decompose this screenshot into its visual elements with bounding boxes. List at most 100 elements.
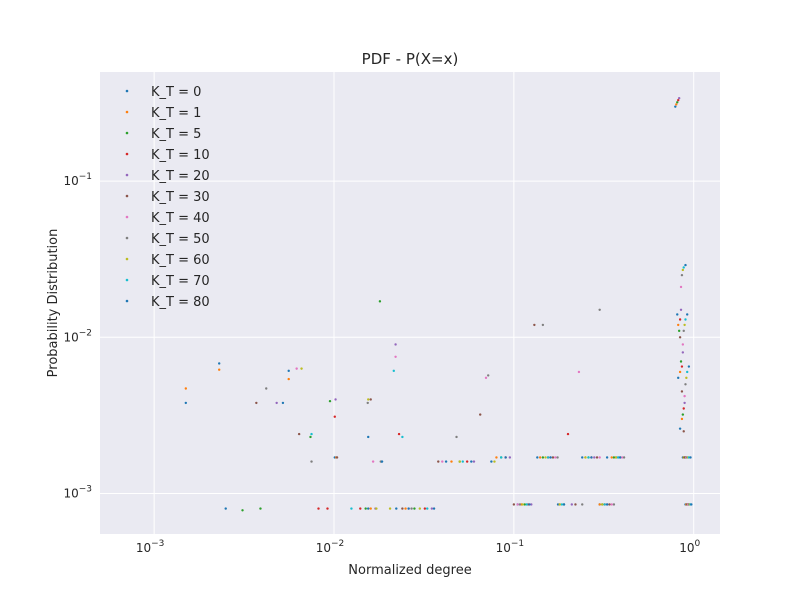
data-point xyxy=(677,323,680,327)
data-point xyxy=(465,460,469,463)
data-marks xyxy=(184,96,693,512)
data-point xyxy=(317,507,320,510)
data-point xyxy=(455,435,458,439)
data-point xyxy=(486,374,490,377)
data-point xyxy=(556,503,560,506)
data-point xyxy=(472,460,476,463)
legend-marker xyxy=(125,257,129,261)
data-point xyxy=(680,390,684,393)
data-point xyxy=(335,456,339,459)
data-point xyxy=(470,460,473,463)
x-tick-label: 10−1 xyxy=(496,539,525,555)
data-point xyxy=(388,507,392,510)
data-point xyxy=(504,456,507,459)
data-point xyxy=(364,507,367,510)
data-point xyxy=(610,503,613,506)
x-tick-label: 100 xyxy=(679,539,700,555)
data-point xyxy=(516,503,519,506)
data-point xyxy=(684,263,687,267)
data-point xyxy=(593,456,596,459)
data-point xyxy=(493,460,496,463)
data-point xyxy=(495,456,498,459)
data-point xyxy=(184,387,188,390)
data-point xyxy=(441,460,444,463)
data-point xyxy=(683,323,686,327)
data-point xyxy=(300,367,303,370)
data-point xyxy=(682,329,685,333)
data-point xyxy=(566,432,570,436)
data-point xyxy=(687,456,691,459)
grid xyxy=(100,72,720,534)
data-point xyxy=(681,268,685,272)
data-point xyxy=(546,456,550,459)
data-point xyxy=(328,399,332,403)
series-10 xyxy=(310,266,692,510)
data-point xyxy=(686,313,689,316)
data-point xyxy=(675,103,678,106)
data-point xyxy=(620,456,624,459)
data-point xyxy=(369,507,372,510)
data-point xyxy=(461,460,464,463)
y-tick-label: 10−1 xyxy=(63,172,92,188)
data-point xyxy=(530,503,533,506)
data-point xyxy=(404,507,407,510)
legend-label: K_T = 60 xyxy=(151,253,210,268)
data-point xyxy=(616,456,620,459)
data-point xyxy=(407,507,410,510)
data-point xyxy=(310,432,313,436)
data-point xyxy=(367,398,370,401)
data-point xyxy=(490,460,493,463)
data-point xyxy=(682,430,685,433)
data-point xyxy=(512,503,516,506)
data-point xyxy=(367,435,370,439)
legend-marker xyxy=(125,110,129,114)
data-point xyxy=(541,323,545,327)
data-point xyxy=(287,377,290,381)
data-point xyxy=(554,456,557,459)
data-point xyxy=(577,370,581,374)
data-point xyxy=(541,456,545,459)
data-point xyxy=(499,456,503,459)
data-point xyxy=(549,456,552,459)
legend-label: K_T = 80 xyxy=(151,295,210,310)
data-point xyxy=(680,273,684,277)
data-point xyxy=(367,507,370,510)
data-point xyxy=(525,503,528,506)
data-point xyxy=(685,376,688,380)
data-point xyxy=(444,460,448,463)
data-point xyxy=(601,503,604,506)
legend-marker xyxy=(125,194,129,198)
data-point xyxy=(678,427,682,430)
data-point xyxy=(678,370,682,374)
data-point xyxy=(538,456,542,459)
data-point xyxy=(677,376,680,380)
data-point xyxy=(581,503,584,506)
data-point xyxy=(622,456,626,459)
data-point xyxy=(458,460,461,463)
data-point xyxy=(378,300,382,303)
legend-marker xyxy=(125,173,129,177)
data-point xyxy=(614,456,618,459)
data-point xyxy=(560,503,564,506)
data-point xyxy=(679,308,683,312)
data-point xyxy=(423,507,427,510)
legend-label: K_T = 20 xyxy=(151,169,210,184)
data-point xyxy=(508,456,512,459)
legend-marker xyxy=(125,89,129,93)
data-point xyxy=(450,460,453,463)
data-point xyxy=(484,376,488,380)
data-point xyxy=(598,503,601,506)
data-point xyxy=(680,365,684,368)
data-point xyxy=(334,398,337,401)
data-point xyxy=(679,360,683,363)
data-point xyxy=(570,503,574,506)
data-point xyxy=(605,456,609,459)
data-point xyxy=(544,456,547,459)
data-point xyxy=(437,460,440,463)
data-point xyxy=(255,401,258,405)
data-point xyxy=(295,367,298,370)
data-point xyxy=(574,503,577,506)
data-point xyxy=(350,507,353,510)
data-point xyxy=(241,509,244,512)
data-point xyxy=(590,456,593,459)
